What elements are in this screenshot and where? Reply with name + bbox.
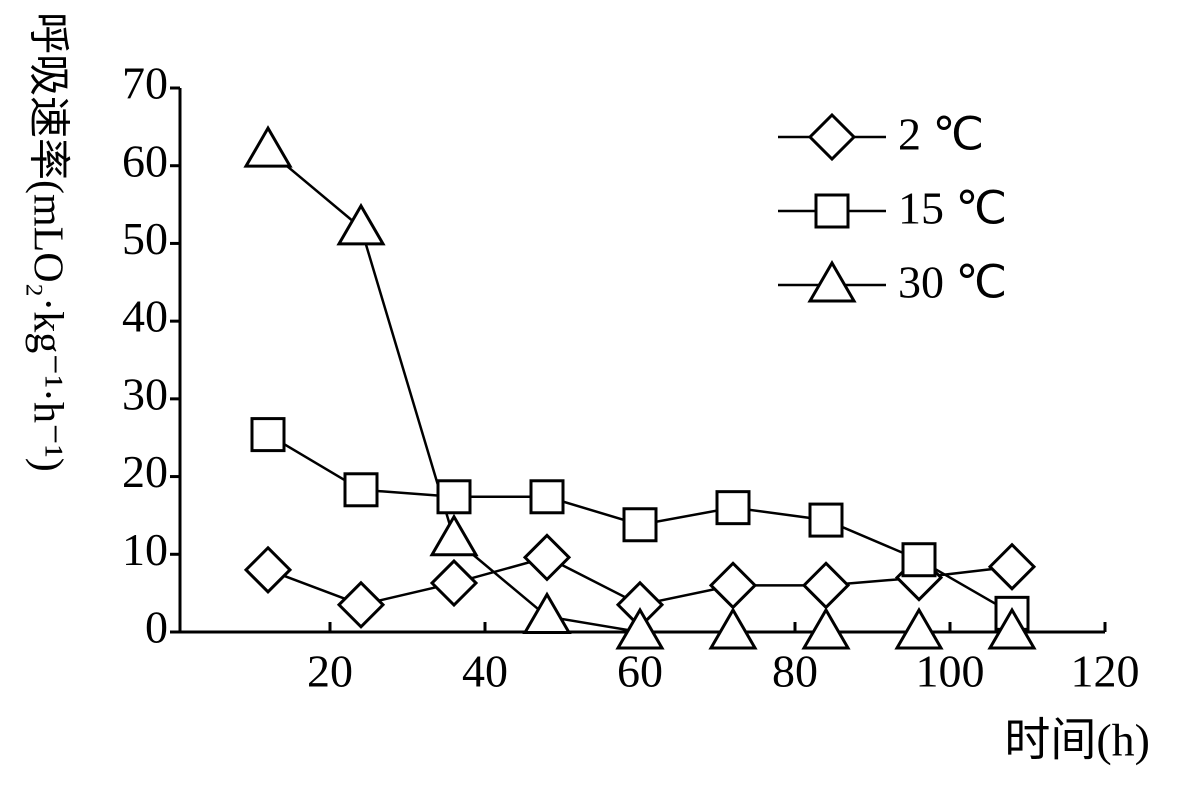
marker-diamond — [336, 580, 386, 629]
x-tick-label: 100 — [916, 646, 985, 697]
marker-diamond — [522, 533, 572, 582]
y-tick-label: 60 — [122, 135, 168, 186]
marker-square — [529, 479, 565, 515]
marker-diamond — [708, 561, 758, 610]
marker-square — [715, 490, 751, 526]
legend-label: 30 ℃ — [898, 257, 1007, 308]
marker-square — [808, 502, 844, 538]
x-tick-label: 40 — [462, 646, 508, 697]
marker-square — [622, 507, 658, 543]
legend-marker — [807, 260, 857, 303]
y-tick-label: 40 — [122, 291, 168, 342]
legend-label: 15 ℃ — [898, 183, 1007, 234]
marker-triangle — [522, 591, 572, 634]
y-tick-label: 0 — [145, 602, 168, 653]
marker-diamond — [987, 542, 1037, 591]
marker-triangle — [243, 125, 293, 168]
x-tick-label: 20 — [307, 646, 353, 697]
y-tick-label: 70 — [122, 58, 168, 109]
marker-triangle — [708, 607, 758, 650]
marker-square — [436, 479, 472, 515]
y-axis-label: 呼吸速率(mLO₂·kg⁻¹·h⁻¹) — [24, 12, 71, 472]
marker-triangle — [615, 607, 665, 650]
legend-label: 2 ℃ — [898, 109, 984, 160]
x-tick-label: 120 — [1071, 646, 1140, 697]
y-tick-label: 30 — [122, 368, 168, 419]
marker-diamond — [801, 561, 851, 610]
y-tick-label: 50 — [122, 213, 168, 264]
marker-square — [250, 417, 286, 453]
marker-diamond — [429, 558, 479, 608]
legend-marker — [814, 193, 850, 229]
marker-triangle — [987, 607, 1037, 650]
marker-triangle — [894, 607, 944, 650]
legend-marker — [807, 112, 857, 162]
marker-triangle — [801, 607, 851, 650]
y-tick-label: 20 — [122, 446, 168, 497]
marker-triangle — [336, 202, 386, 246]
y-tick-label: 10 — [122, 524, 168, 575]
marker-diamond — [243, 545, 293, 594]
x-tick-label: 60 — [617, 646, 663, 697]
x-tick-label: 80 — [772, 646, 818, 697]
marker-square — [901, 542, 937, 578]
x-axis-label: 时间(h) — [1004, 715, 1150, 766]
marker-square — [343, 472, 379, 508]
marker-triangle — [429, 513, 479, 557]
